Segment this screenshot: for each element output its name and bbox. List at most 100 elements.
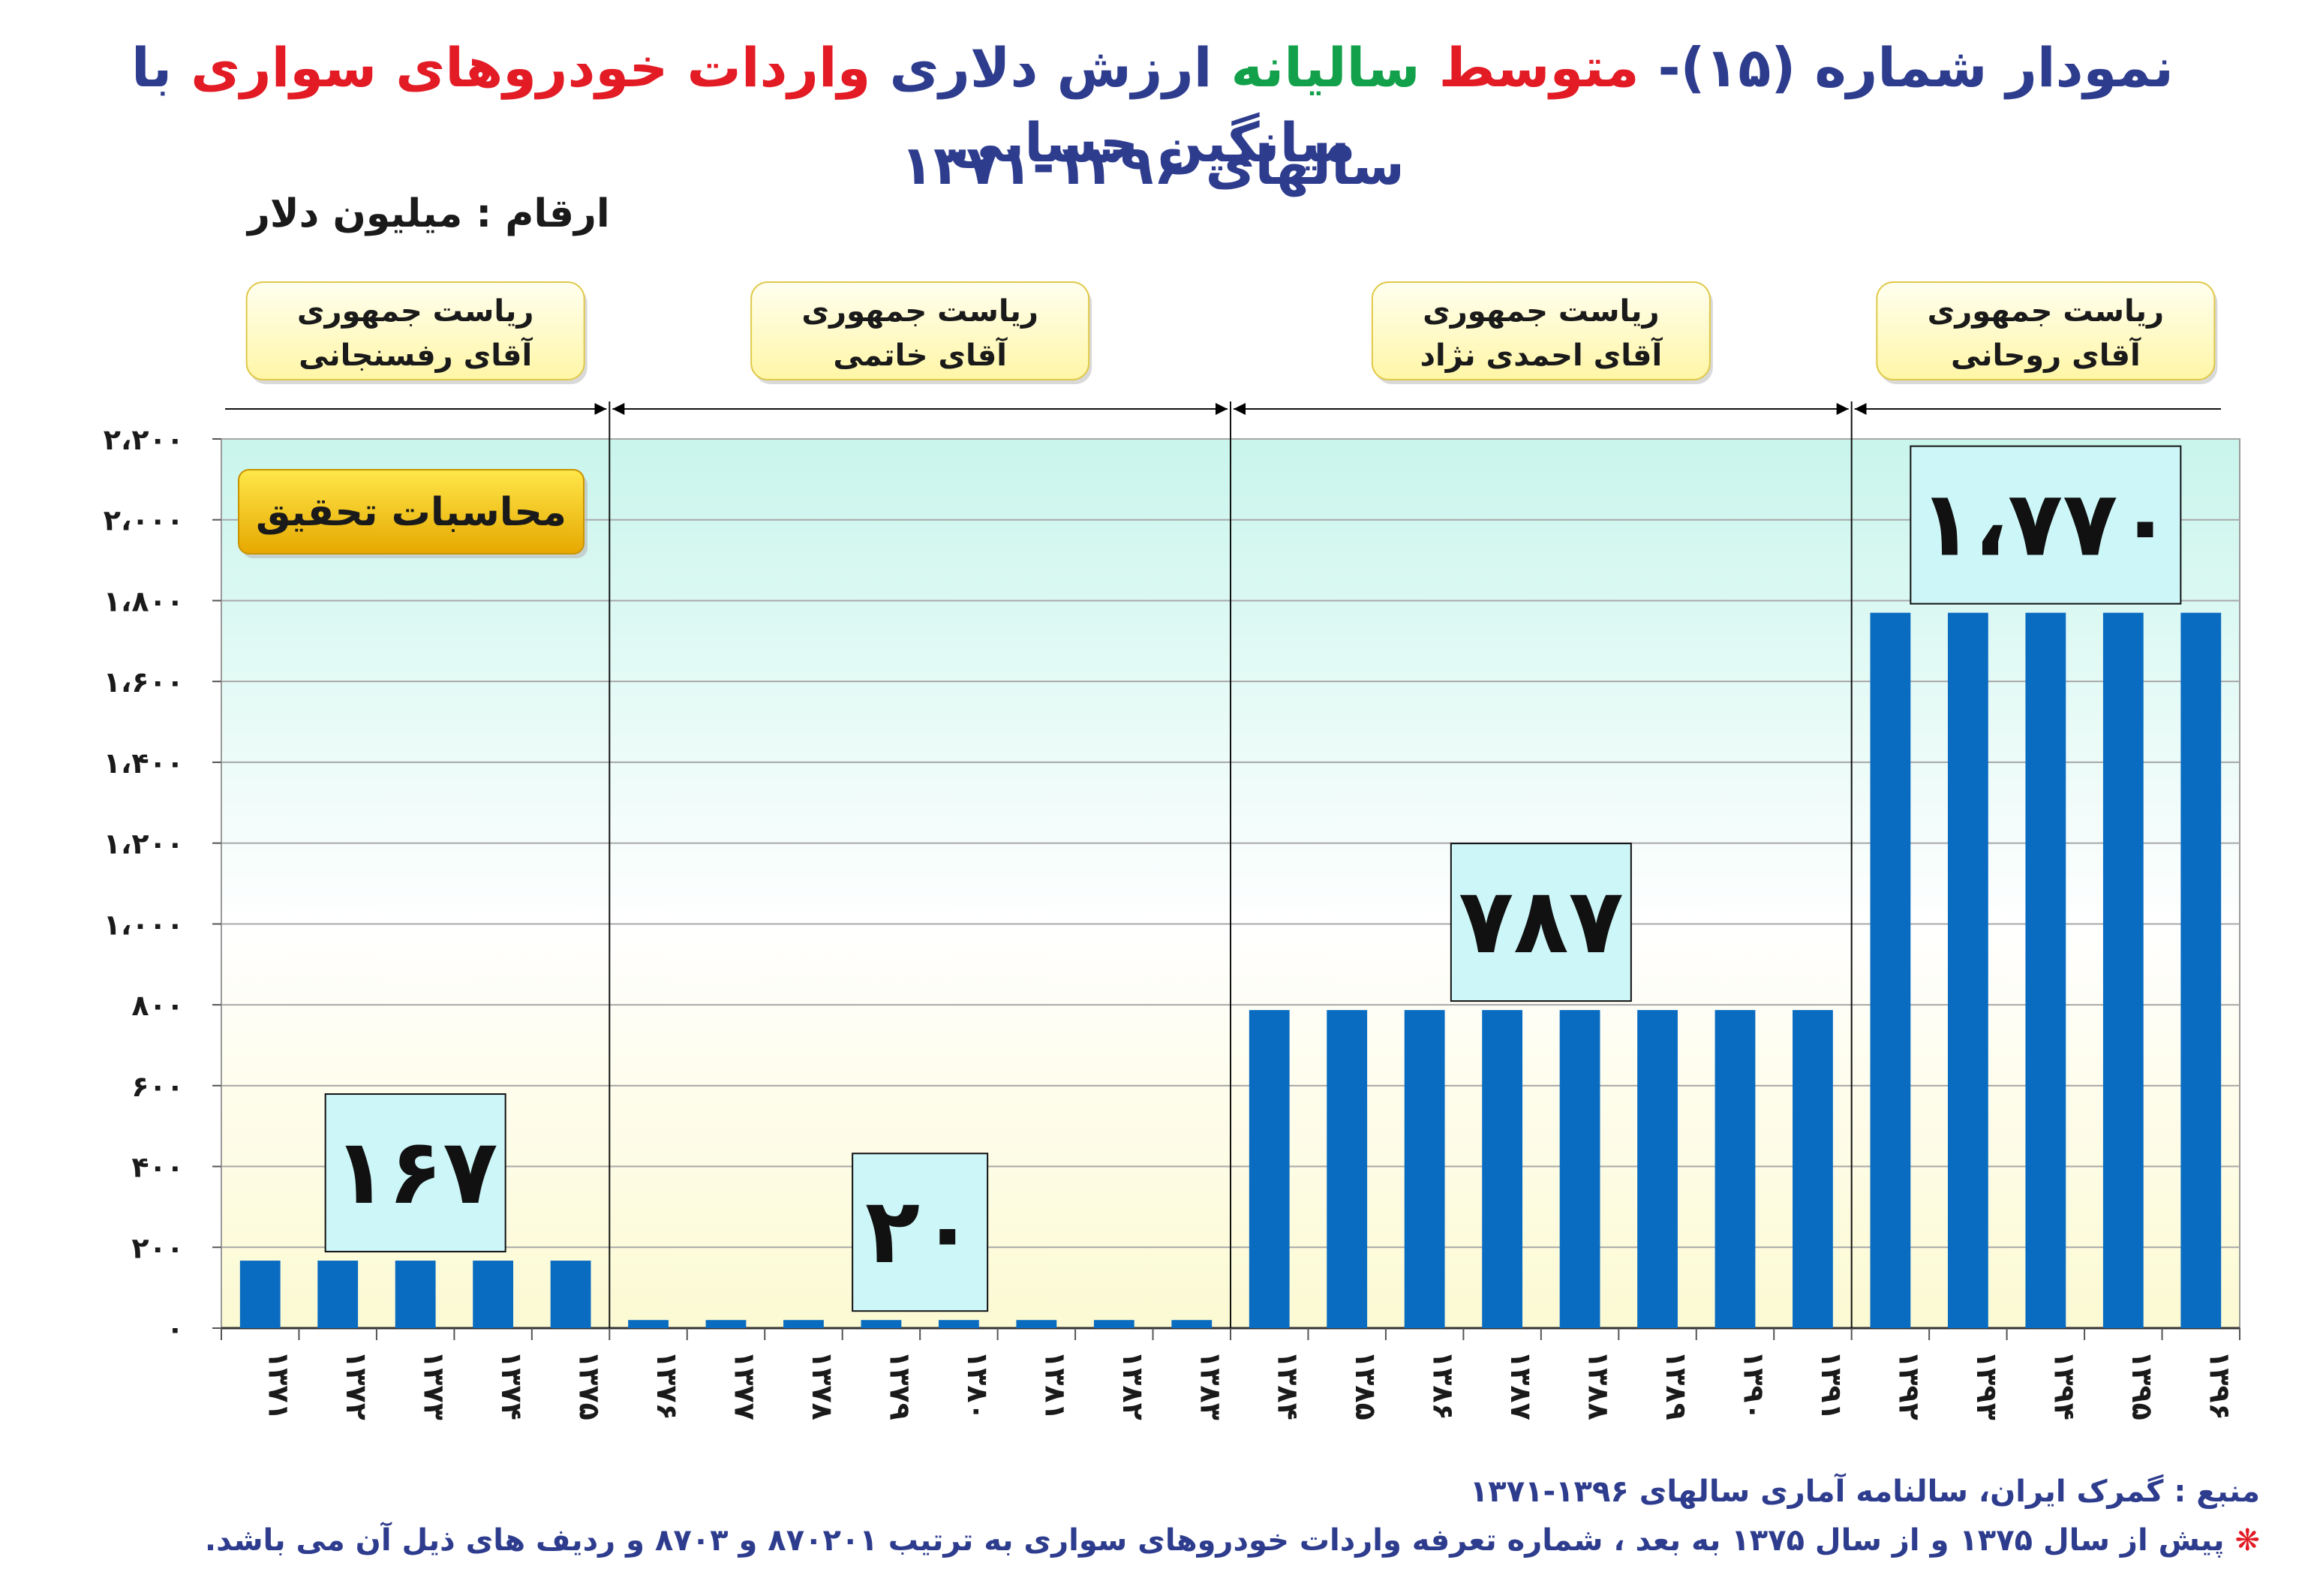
presidency-line1: ریاست جمهوری <box>297 294 534 329</box>
presidency-line2: آقای احمدی نژاد <box>1420 336 1663 373</box>
presidency-box <box>750 281 1090 380</box>
x-tick-label: ۱۳۹۶ <box>2203 1351 2236 1420</box>
average-label: ۷۸۷ <box>1459 870 1624 974</box>
x-tick-label: ۱۳۷۴ <box>495 1351 528 1420</box>
x-tick-label: ۱۳۷۷ <box>729 1351 762 1420</box>
bar <box>239 1261 281 1328</box>
presidency-line2: آقای رفسنجانی <box>299 336 533 373</box>
x-tick-label: ۱۳۹۳ <box>1970 1351 2003 1420</box>
x-tick-label: ۱۳۸۳ <box>1194 1351 1227 1420</box>
bar <box>550 1261 591 1328</box>
x-tick-label: ۱۳۹۲ <box>1892 1351 1925 1420</box>
bar <box>783 1320 824 1328</box>
presidency-line2: آقای روحانی <box>1951 336 2141 373</box>
presidency-line1: ریاست جمهوری <box>801 294 1038 329</box>
chart-title-line2: سالهای ۱۳۹۶-۱۳۷۱ <box>900 134 1405 197</box>
bar <box>1482 1010 1523 1328</box>
x-tick-label: ۱۳۷۹ <box>883 1351 916 1420</box>
bar <box>317 1261 359 1328</box>
title-part-5: با میانگین حسابی <box>131 36 1356 174</box>
y-tick-label: ۲۰۰ <box>131 1231 184 1264</box>
footer-note: ❋ پیش از سال ۱۳۷۵ و از سال ۱۳۷۵ به بعد ، … <box>205 1523 2260 1558</box>
x-tick-label: ۱۳۷۲ <box>340 1351 373 1420</box>
x-tick-label: ۱۳۸۸ <box>1582 1351 1615 1420</box>
x-tick-label: ۱۳۸۱ <box>1038 1351 1071 1420</box>
y-tick-label: ۴۰۰ <box>131 1151 184 1184</box>
bar <box>2180 612 2222 1328</box>
bar <box>705 1320 747 1328</box>
title-part-4: واردات خودروهای سواری <box>172 36 871 99</box>
presidency-line1: ریاست جمهوری <box>1423 294 1660 329</box>
chart-title-line1: نمودار شماره (۱۵)- متوسط سالیانه ارزش دل… <box>30 30 2275 180</box>
average-label: ۱،۷۷۰ <box>1919 473 2173 577</box>
bar <box>861 1320 902 1328</box>
y-tick-label: ۱،۰۰۰ <box>104 908 184 941</box>
x-tick-label: ۱۳۸۴ <box>1272 1351 1305 1420</box>
y-tick-label: ۱،۸۰۰ <box>104 585 184 618</box>
bar <box>1947 612 1988 1328</box>
average-label-box <box>324 1093 506 1253</box>
y-tick-label: ۰ <box>167 1312 184 1345</box>
average-label-box <box>1450 843 1632 1002</box>
presidency-line2: آقای خاتمی <box>833 336 1008 373</box>
average-label: ۱۶۷ <box>333 1120 498 1225</box>
bar <box>473 1261 514 1328</box>
title-part-3: ارزش دلاری <box>870 36 1213 99</box>
x-tick-label: ۱۳۹۰ <box>1738 1351 1771 1420</box>
footer-note-text: پیش از سال ۱۳۷۵ و از سال ۱۳۷۵ به بعد ، ش… <box>204 1523 2225 1558</box>
y-tick-label: ۱،۲۰۰ <box>104 828 184 861</box>
bar <box>1016 1320 1057 1328</box>
presidency-box <box>1876 281 2216 380</box>
x-tick-label: ۱۳۷۱ <box>263 1351 296 1420</box>
bar <box>1093 1320 1134 1328</box>
x-tick-label: ۱۳۸۰ <box>961 1351 994 1420</box>
presidency-line1: ریاست جمهوری <box>1928 294 2165 329</box>
bar <box>1249 1010 1290 1328</box>
bar <box>1559 1010 1600 1328</box>
title-part-1: متوسط <box>1420 36 1639 99</box>
y-tick-label: ۱،۴۰۰ <box>104 747 184 780</box>
bar <box>2102 612 2144 1328</box>
bar <box>1327 1010 1368 1328</box>
bar <box>1404 1010 1445 1328</box>
bar <box>1714 1010 1756 1328</box>
research-badge <box>238 469 585 555</box>
x-tick-label: ۱۳۹۱ <box>1815 1351 1848 1420</box>
title-part-0: نمودار شماره (۱۵)- <box>1639 36 2174 99</box>
research-badge-label: محاسبات تحقیق <box>256 490 566 535</box>
bar <box>938 1320 979 1328</box>
footer-source: منبع : گمرک ایران، سالنامه آماری سالهای … <box>1469 1474 2260 1509</box>
y-tick-label: ۸۰۰ <box>131 989 184 1022</box>
x-tick-label: ۱۳۷۸ <box>806 1351 839 1420</box>
title-part-2: سالیانه <box>1212 36 1420 99</box>
average-label: ۲۰ <box>865 1180 975 1284</box>
x-tick-label: ۱۳۸۹ <box>1660 1351 1693 1420</box>
presidency-box <box>245 281 585 380</box>
x-tick-label: ۱۳۹۴ <box>2048 1351 2081 1420</box>
y-tick-label: ۶۰۰ <box>131 1070 184 1103</box>
bar <box>628 1320 669 1328</box>
x-tick-label: ۱۳۸۲ <box>1116 1351 1149 1420</box>
x-tick-label: ۱۳۷۵ <box>573 1351 606 1420</box>
bar <box>2025 612 2066 1328</box>
y-tick-label: ۱،۶۰۰ <box>104 666 184 699</box>
x-tick-label: ۱۳۷۶ <box>651 1351 684 1420</box>
x-tick-label: ۱۳۹۵ <box>2126 1351 2159 1420</box>
y-tick-label: ۲،۲۰۰ <box>104 423 184 456</box>
y-tick-label: ۲،۰۰۰ <box>104 504 184 537</box>
x-tick-label: ۱۳۸۶ <box>1427 1351 1460 1420</box>
average-label-box <box>852 1153 989 1312</box>
bar <box>1870 612 1911 1328</box>
x-tick-label: ۱۳۷۳ <box>418 1351 451 1420</box>
x-tick-label: ۱۳۸۷ <box>1504 1351 1537 1420</box>
bar <box>1793 1010 1833 1328</box>
unit-label: ارقام : میلیون دلار <box>248 191 610 236</box>
x-tick-label: ۱۳۸۵ <box>1349 1351 1382 1420</box>
bar <box>1171 1320 1213 1328</box>
presidency-box <box>1371 281 1711 380</box>
bar <box>395 1261 436 1328</box>
bar <box>1637 1010 1678 1328</box>
average-label-box <box>1910 445 2182 605</box>
note-star-icon: ❋ <box>2234 1523 2260 1558</box>
